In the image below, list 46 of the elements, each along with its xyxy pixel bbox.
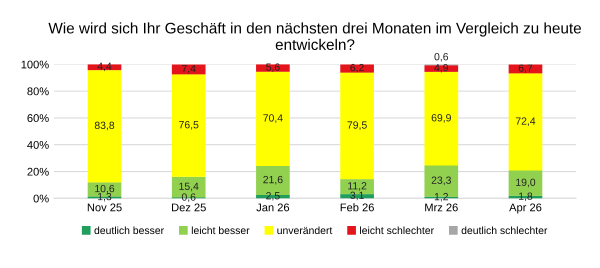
data-label: 6,2	[350, 64, 364, 72]
x-tick-label: Feb 26	[340, 203, 374, 212]
chart-title: Wie wird sich Ihr Geschäft in den nächsten drei Monaten im Vergleich zu heute entwickeln?	[48, 22, 581, 50]
x-tick-label: Dez 25	[172, 203, 206, 212]
legend-label: deutlich schlechter	[462, 226, 548, 234]
bar	[88, 70, 122, 182]
x-tick-label: Apr 26	[509, 203, 542, 214]
y-tick-label: 40%	[27, 140, 49, 149]
data-label: 7,4	[182, 64, 196, 74]
data-label: 5,6	[266, 63, 280, 72]
data-label: 79,5	[347, 121, 367, 130]
data-label: 6,7	[518, 64, 532, 73]
bar	[172, 64, 206, 74]
y-tick-label: 20%	[27, 168, 49, 176]
y-tick-label: 60%	[27, 114, 49, 122]
data-label: 83,8	[94, 122, 114, 130]
x-tick-label: Jan 26	[256, 203, 290, 212]
data-label: 1,2	[434, 192, 448, 202]
data-label: 4,4	[98, 62, 112, 72]
legend-label: leicht besser	[192, 226, 250, 234]
bar	[424, 72, 458, 166]
bar	[508, 64, 542, 74]
bar	[340, 72, 374, 180]
y-tick-label: 0%	[34, 194, 49, 202]
legend-label: unverändert	[277, 226, 332, 234]
x-tick-label: Mrz 26	[425, 203, 458, 212]
data-label: 21,6	[263, 176, 283, 185]
data-label: 76,5	[179, 121, 198, 130]
data-label: 72,4	[516, 117, 536, 126]
bar	[172, 74, 206, 177]
data-label: 23,3	[432, 176, 451, 186]
x-tick-label: Nov 25	[88, 203, 122, 212]
data-label: 19,0	[516, 178, 536, 188]
y-tick-label: 100%	[22, 60, 49, 68]
data-label: 11,2	[348, 182, 366, 191]
data-label: 10,6	[95, 184, 114, 194]
bar	[256, 72, 290, 166]
data-label: 0,6	[434, 53, 448, 62]
data-label: 4,9	[434, 64, 448, 73]
legend-label: leicht schlechter	[360, 226, 434, 234]
y-tick-label: 80%	[27, 87, 49, 96]
data-label: 15,4	[179, 182, 199, 192]
data-label: 69,9	[432, 114, 451, 123]
bar	[508, 73, 542, 170]
legend-label: deutlich besser	[94, 226, 164, 234]
data-label: 70,4	[263, 114, 283, 123]
